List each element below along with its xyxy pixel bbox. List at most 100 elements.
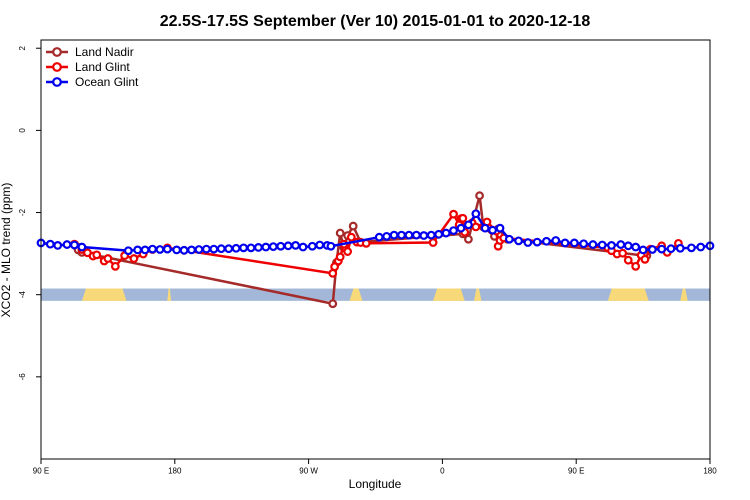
legend-item-land-glint: Land Glint — [46, 60, 130, 74]
data-point-ocean-glint — [179, 245, 189, 255]
data-point-land-glint — [428, 238, 438, 247]
land-segment — [349, 288, 363, 301]
y-tick-label: -2 — [18, 208, 27, 216]
data-point-ocean-glint — [254, 243, 263, 252]
data-point-ocean-glint — [155, 245, 165, 254]
data-point-ocean-glint — [456, 223, 466, 233]
data-point-ocean-glint — [588, 240, 598, 249]
data-point-ocean-glint — [449, 226, 458, 236]
data-point-ocean-glint — [426, 230, 436, 240]
legend-item-land-nadir: Land Nadir — [46, 45, 134, 59]
data-point-land-nadir — [348, 221, 358, 231]
data-point-ocean-glint — [298, 242, 308, 252]
data-point-ocean-glint — [514, 236, 523, 246]
x-tick-label: 90 W — [299, 467, 318, 476]
data-point-ocean-glint — [569, 238, 579, 248]
x-axis-label: Longitude — [349, 477, 402, 491]
data-point-ocean-glint — [488, 225, 497, 235]
data-point-ocean-glint — [246, 243, 256, 253]
data-point-ocean-glint — [162, 244, 172, 254]
data-point-ocean-glint — [283, 241, 293, 251]
data-point-ocean-glint — [276, 241, 286, 251]
data-point-land-glint — [330, 262, 340, 272]
data-point-land-glint — [343, 247, 353, 256]
x-axis: 90 E 180 90 W 0 90 E 180 — [33, 459, 717, 476]
data-point-ocean-glint — [194, 245, 204, 254]
data-point-land-glint — [449, 209, 458, 219]
legend-label: Land Glint — [75, 60, 130, 74]
y-tick-label: -6 — [18, 373, 27, 381]
data-point-ocean-glint — [315, 240, 325, 250]
data-point-land-glint — [129, 254, 139, 263]
data-point-ocean-glint — [532, 237, 542, 247]
data-point-ocean-glint — [419, 231, 429, 240]
data-point-ocean-glint — [291, 240, 300, 250]
data-point-ocean-glint — [201, 244, 211, 254]
x-tick-label: 90 E — [568, 467, 584, 476]
series-layer — [36, 191, 715, 309]
data-point-ocean-glint — [607, 240, 616, 250]
data-point-ocean-glint — [560, 238, 570, 248]
data-point-land-nadir — [475, 191, 484, 201]
data-point-ocean-glint — [231, 243, 241, 253]
data-point-land-glint — [631, 261, 641, 271]
ocean-strip — [41, 288, 710, 301]
data-point-land-glint — [335, 252, 345, 262]
data-point-ocean-glint — [239, 243, 248, 253]
data-point-land-glint — [92, 250, 102, 260]
data-point-ocean-glint — [666, 244, 676, 254]
data-point-ocean-glint — [675, 243, 685, 253]
data-point-ocean-glint — [77, 242, 87, 252]
land-segment — [473, 288, 482, 301]
legend-marker — [52, 47, 62, 57]
data-point-ocean-glint — [579, 239, 589, 249]
data-point-land-glint — [618, 248, 628, 258]
data-point-land-nadir — [464, 234, 473, 244]
data-point-ocean-glint — [307, 241, 317, 251]
data-point-land-glint — [346, 232, 356, 242]
land-segment — [680, 288, 688, 301]
data-point-ocean-glint — [647, 245, 657, 254]
data-point-ocean-glint — [597, 240, 607, 250]
series-ocean-glint — [36, 209, 715, 256]
data-point-ocean-glint — [441, 228, 451, 238]
data-point-ocean-glint — [187, 245, 196, 255]
data-point-land-glint — [640, 254, 650, 264]
data-point-ocean-glint — [464, 220, 473, 230]
data-point-ocean-glint — [53, 240, 63, 250]
data-point-ocean-glint — [268, 242, 278, 252]
land-segment — [167, 288, 172, 301]
data-point-ocean-glint — [404, 230, 414, 240]
data-point-ocean-glint — [696, 242, 706, 252]
data-point-ocean-glint — [623, 241, 633, 251]
data-point-ocean-glint — [434, 229, 444, 239]
legend-label: Ocean Glint — [75, 75, 139, 89]
data-point-land-glint — [471, 222, 481, 232]
y-axis-label: XCO2 - MLO trend (ppm) — [0, 183, 13, 318]
data-point-ocean-glint — [261, 242, 271, 252]
data-point-ocean-glint — [374, 232, 384, 242]
data-point-ocean-glint — [657, 244, 667, 254]
land-segment — [607, 288, 649, 301]
data-point-ocean-glint — [411, 230, 421, 240]
data-point-land-glint — [110, 261, 120, 271]
data-point-land-glint — [623, 255, 633, 265]
data-point-ocean-glint — [123, 246, 133, 256]
x-tick-label: 180 — [703, 467, 717, 476]
data-point-ocean-glint — [326, 241, 336, 251]
data-point-ocean-glint — [638, 245, 648, 255]
data-point-ocean-glint — [148, 244, 157, 254]
data-point-land-nadir — [335, 228, 345, 238]
data-point-ocean-glint — [172, 245, 182, 255]
data-point-ocean-glint — [140, 245, 150, 255]
legend-marker — [52, 62, 62, 72]
data-point-ocean-glint — [616, 240, 626, 249]
data-point-ocean-glint — [551, 236, 561, 245]
data-point-ocean-glint — [133, 245, 143, 255]
legend-label: Land Nadir — [75, 45, 134, 59]
data-point-ocean-glint — [495, 223, 505, 233]
land-segment — [81, 288, 127, 301]
data-point-ocean-glint — [471, 209, 481, 219]
legend-marker — [52, 77, 62, 87]
land-segment — [433, 288, 465, 301]
